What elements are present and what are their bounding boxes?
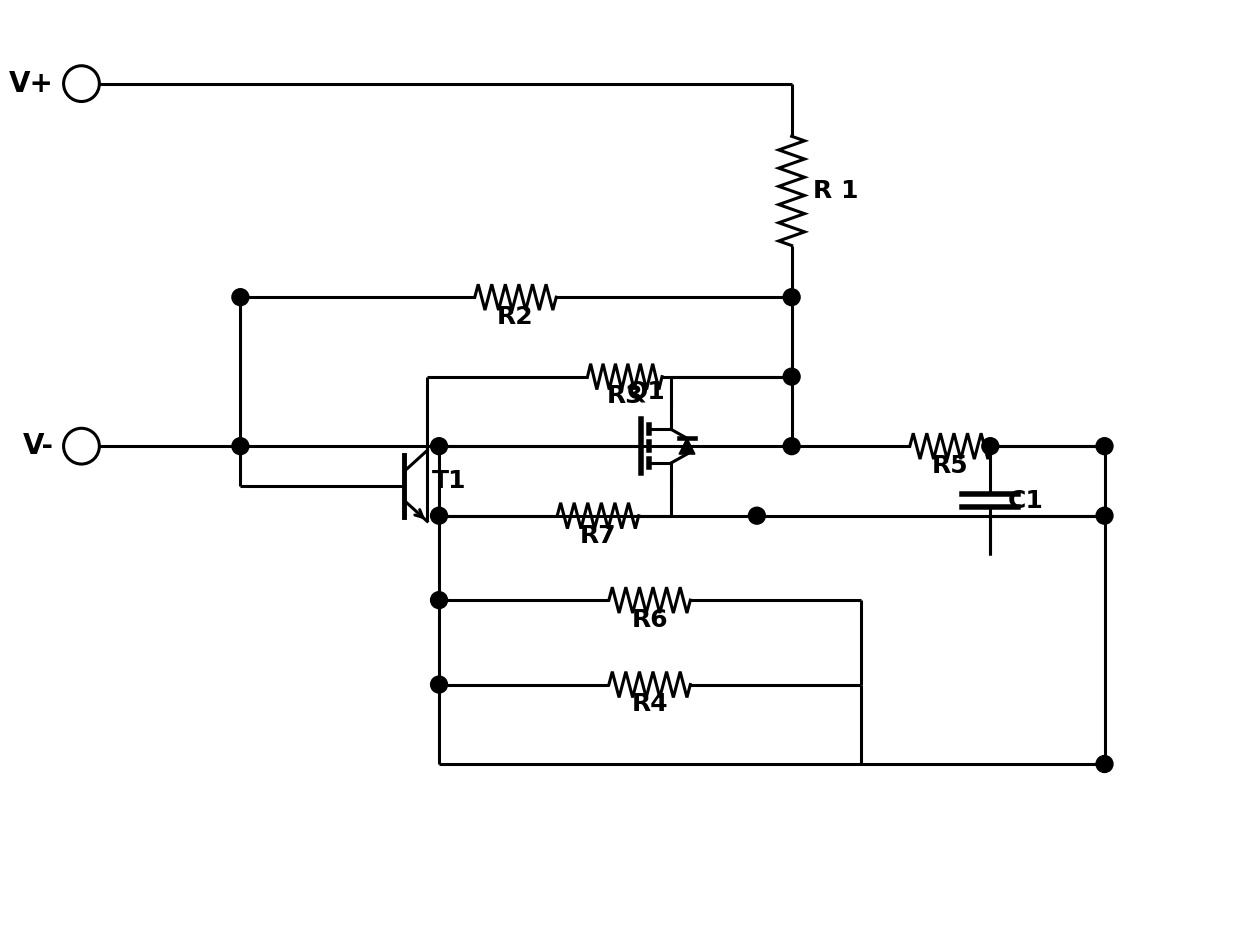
Text: R5: R5 [932,454,969,478]
Circle shape [1097,756,1113,773]
Text: T1: T1 [431,469,466,493]
Text: R2: R2 [497,305,534,329]
Circle shape [232,289,249,306]
Text: Q1: Q1 [627,380,665,404]
Text: V-: V- [22,432,53,460]
Circle shape [431,507,447,524]
Polygon shape [679,439,695,455]
Circle shape [232,438,249,455]
Circle shape [981,438,999,455]
Circle shape [431,438,447,455]
Circle shape [783,368,800,385]
Circle shape [1097,507,1113,524]
Circle shape [1097,438,1113,455]
Text: R 1: R 1 [814,179,859,203]
Circle shape [431,676,447,693]
Text: R6: R6 [632,608,668,632]
Text: R4: R4 [632,693,668,716]
Circle shape [748,507,766,524]
Circle shape [783,289,800,306]
Text: R7: R7 [580,523,616,548]
Text: R3: R3 [606,385,643,408]
Text: V+: V+ [9,70,53,98]
Circle shape [431,592,447,609]
Text: C1: C1 [1009,488,1044,513]
Circle shape [783,438,800,455]
